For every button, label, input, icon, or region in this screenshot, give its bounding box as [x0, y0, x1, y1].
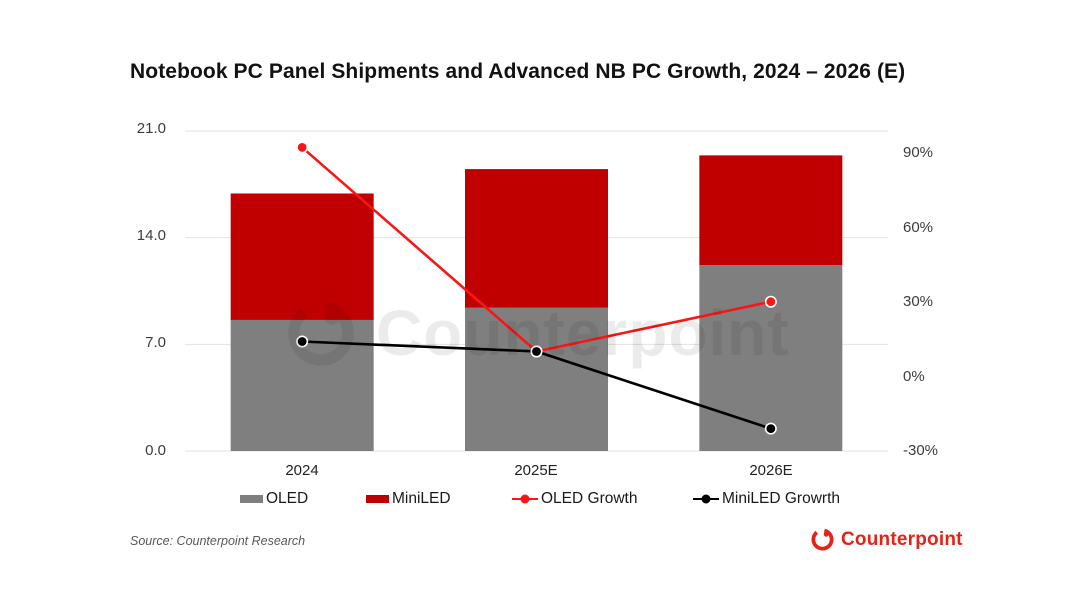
bar-miniled-2026e	[699, 155, 843, 266]
miniled-swatch-icon	[366, 495, 389, 503]
legend-label-miniled: MiniLED	[392, 490, 451, 507]
bar-oled-2025e	[465, 307, 608, 451]
legend-label-miniled-growth: MiniLED Growrth	[722, 490, 840, 507]
growth-point-miniled-growrth-2025e	[530, 345, 543, 358]
right-axis-tick: 60%	[903, 219, 934, 236]
counterpoint-logo: Counterpoint	[810, 527, 963, 552]
bar-miniled-2025e	[465, 169, 608, 308]
legend-item-miniled: MiniLED	[366, 490, 451, 508]
oled-growth-line-icon	[512, 494, 538, 504]
oled-swatch-icon	[240, 495, 263, 503]
left-axis-tick: 21.0	[136, 120, 166, 137]
legend-item-oled-growth: OLED Growth	[512, 490, 637, 508]
counterpoint-logo-text: Counterpoint	[841, 528, 963, 550]
category-label-2025e: 2025E	[514, 462, 558, 479]
growth-point-oled-growth-2024	[296, 141, 309, 154]
counterpoint-logo-icon	[811, 528, 834, 551]
source-note: Source: Counterpoint Research	[130, 534, 306, 548]
left-axis-tick: 0.0	[145, 442, 166, 459]
legend-item-oled: OLED	[240, 490, 308, 508]
bar-miniled-2024	[230, 193, 374, 320]
growth-point-miniled-growrth-2026e	[764, 422, 777, 435]
miniled-growth-line-icon	[693, 494, 719, 504]
legend-item-miniled-growth: MiniLED Growrth	[693, 490, 840, 508]
category-label-2024: 2024	[285, 462, 319, 479]
right-axis-tick: 30%	[903, 293, 934, 310]
growth-point-oled-growth-2026e	[764, 295, 777, 308]
right-axis-tick: 90%	[903, 144, 934, 161]
left-axis-tick: 14.0	[136, 227, 166, 244]
chart-title: Notebook PC Panel Shipments and Advanced…	[130, 60, 906, 83]
legend-label-oled: OLED	[266, 490, 309, 507]
left-axis-tick: 7.0	[145, 334, 166, 351]
legend-label-oled-growth: OLED Growth	[541, 490, 638, 507]
growth-point-miniled-growrth-2024	[296, 335, 309, 348]
right-axis-tick: -30%	[903, 442, 939, 459]
right-axis-tick: 0%	[903, 368, 925, 385]
category-label-2026e: 2026E	[749, 462, 793, 479]
